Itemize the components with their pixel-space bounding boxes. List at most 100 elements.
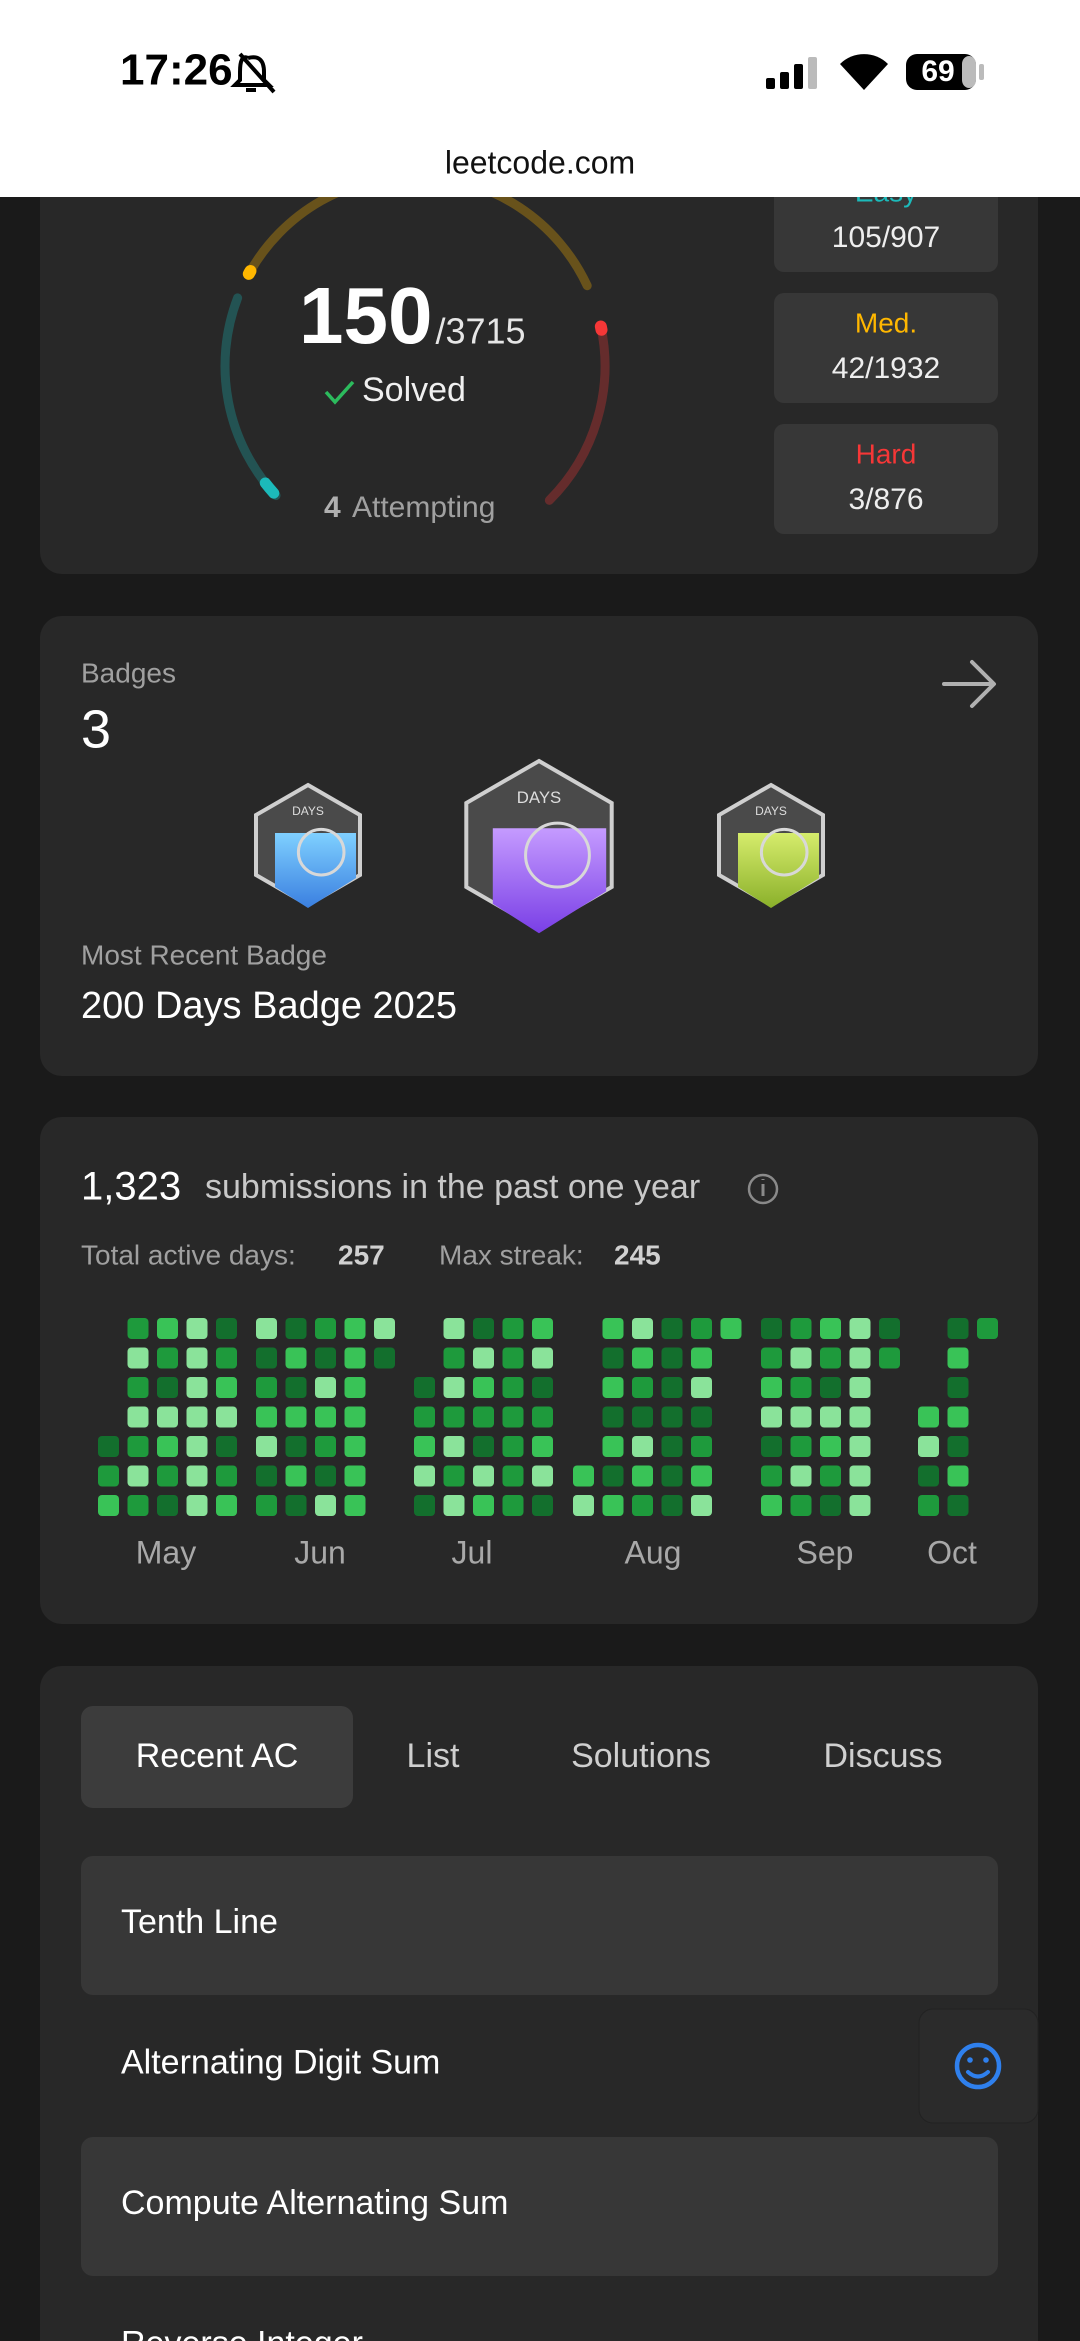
heatmap-cell (344, 1465, 366, 1487)
heatmap-cell (849, 1465, 871, 1487)
heatmap-cell (761, 1377, 782, 1398)
heatmap-cell (790, 1347, 812, 1369)
heatmap-cell (285, 1436, 307, 1457)
ring-segment (242, 265, 257, 280)
heatmap-cell (256, 1318, 277, 1339)
max-streak-label: Max streak: (439, 1239, 584, 1270)
wifi-icon (840, 54, 888, 90)
badges-title: Badges (81, 657, 176, 688)
heatmap-cell (98, 1495, 119, 1516)
heatmap-cell (374, 1347, 395, 1369)
chat-eye (983, 2057, 989, 2063)
heatmap-cell (473, 1436, 494, 1457)
problem-title[interactable]: Reverse Integer (121, 2324, 363, 2341)
month-label: Jun (294, 1534, 346, 1570)
heatmap-cell (285, 1495, 307, 1516)
heatmap-cell (443, 1347, 465, 1369)
arrow-icon[interactable] (942, 660, 996, 708)
heatmap-cell (315, 1318, 336, 1339)
heatmap-cell (443, 1495, 465, 1516)
tab[interactable]: Solutions (571, 1737, 711, 1775)
heatmap-cell (344, 1377, 366, 1398)
active-tab-bg (81, 1706, 353, 1808)
heatmap-cell (216, 1406, 237, 1428)
heatmap-cell (157, 1406, 178, 1428)
heatmap-cell (849, 1495, 871, 1516)
heatmap-cell (532, 1318, 553, 1339)
heatmap-cell (502, 1406, 524, 1428)
problem-title[interactable]: Tenth Line (121, 1903, 278, 1941)
heatmap-cell (661, 1465, 683, 1487)
battery (906, 54, 976, 90)
ring-segment (594, 320, 608, 336)
info-icon[interactable] (747, 1173, 779, 1205)
clock: 17:26 (120, 46, 233, 95)
badge-ring (759, 827, 809, 877)
tab[interactable]: Discuss (823, 1737, 942, 1775)
heatmap-cell (216, 1347, 237, 1369)
month-label: Jul (452, 1534, 493, 1570)
heatmap-cell (127, 1436, 149, 1457)
heatmap-cell (790, 1465, 812, 1487)
heatmap-cell (344, 1495, 366, 1516)
heatmap-cell (691, 1347, 712, 1369)
heatmap-cell (691, 1318, 712, 1339)
problem-title[interactable]: Alternating Digit Sum (121, 2043, 440, 2081)
heatmap-cell (186, 1465, 208, 1487)
heatmap-cell (661, 1377, 683, 1398)
heatmap: May Jun Jul Aug Sep Oct (98, 1318, 998, 1570)
submission-text: submissions in the past one year (205, 1168, 700, 1206)
badge-ring (524, 821, 591, 889)
heatmap-cell (186, 1347, 208, 1369)
heatmap-cell (443, 1406, 465, 1428)
heatmap-cell (849, 1377, 871, 1398)
heatmap-cell (344, 1347, 366, 1369)
heatmap-cell (602, 1377, 624, 1398)
heatmap-cell (315, 1495, 336, 1516)
heatmap-cell (849, 1436, 871, 1457)
badges-count: 3 (81, 699, 111, 759)
heatmap-cell (849, 1318, 871, 1339)
heatmap-cell (473, 1465, 494, 1487)
heatmap-cell (127, 1406, 149, 1428)
signal-bar (808, 57, 817, 89)
heatmap-cell (186, 1406, 208, 1428)
chat-button[interactable] (918, 2008, 1039, 2124)
ring-segment (544, 321, 610, 505)
heatmap-cell (414, 1495, 435, 1516)
heatmap-cell (632, 1377, 653, 1398)
attempting-count: 4 (324, 491, 341, 524)
heatmap-cell (315, 1436, 336, 1457)
active-days-label: Total active days: (81, 1239, 296, 1270)
heatmap-cell (216, 1465, 237, 1487)
tab-bar: Recent AC List Solutions Discuss (136, 1737, 943, 1775)
battery-tip (979, 64, 984, 80)
heatmap-cell (127, 1347, 149, 1369)
heatmap-cell (127, 1377, 149, 1398)
heatmap-cell (602, 1465, 624, 1487)
heatmap-cell (790, 1436, 812, 1457)
tab[interactable]: Recent AC (136, 1737, 299, 1775)
heatmap-cell (285, 1318, 307, 1339)
ring-segment (220, 293, 281, 501)
heatmap-cell (502, 1436, 524, 1457)
heatmap-cell (157, 1465, 178, 1487)
heatmap-cell (98, 1465, 119, 1487)
heatmap-cell (761, 1495, 782, 1516)
heatmap-cell (216, 1377, 237, 1398)
month-label: Sep (797, 1534, 854, 1570)
heatmap-cell (256, 1436, 277, 1457)
problem-title[interactable]: Compute Alternating Sum (121, 2184, 508, 2222)
heatmap-cell (344, 1318, 366, 1339)
heatmap-cell (502, 1495, 524, 1516)
tab[interactable]: List (407, 1737, 460, 1775)
battery-empty (962, 56, 976, 88)
heatmap-cell (602, 1406, 624, 1428)
heatmap-cell (820, 1436, 841, 1457)
heatmap-cell (632, 1406, 653, 1428)
heatmap-cell (661, 1318, 683, 1339)
heatmap-cell (820, 1495, 841, 1516)
heatmap-cell (947, 1495, 969, 1516)
heatmap-cell (473, 1406, 494, 1428)
